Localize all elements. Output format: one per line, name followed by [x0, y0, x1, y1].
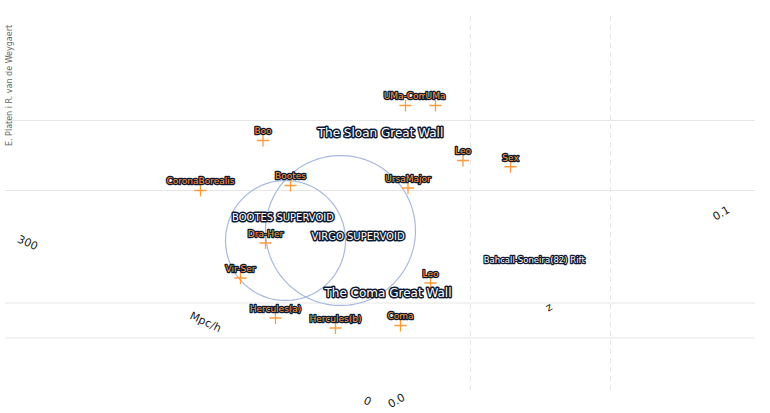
- svg-text:Mpc/h: Mpc/h: [188, 309, 224, 335]
- svg-text:0.0: 0.0: [386, 391, 408, 411]
- svg-text:UMa: UMa: [426, 91, 446, 101]
- svg-text:UrsaMajor: UrsaMajor: [385, 174, 431, 184]
- svg-text:E. Platen i R. van de Weygaert: E. Platen i R. van de Weygaert: [5, 25, 14, 146]
- svg-text:Sex: Sex: [502, 153, 519, 163]
- svg-text:Bahcall-Soneira(82) Rift: Bahcall-Soneira(82) Rift: [484, 255, 586, 265]
- svg-text:UMa-Com: UMa-Com: [384, 91, 428, 101]
- svg-text:Bootes: Bootes: [275, 171, 306, 181]
- svg-text:Dra-Her: Dra-Her: [248, 229, 284, 239]
- svg-text:Boo: Boo: [254, 126, 272, 136]
- svg-text:The Coma Great Wall: The Coma Great Wall: [323, 286, 451, 300]
- svg-text:300: 300: [15, 233, 40, 254]
- svg-text:Vir-Ser: Vir-Ser: [226, 264, 256, 274]
- svg-text:Hercules(b): Hercules(b): [310, 314, 362, 324]
- svg-text:Coma: Coma: [387, 311, 413, 321]
- svg-text:The Sloan Great Wall: The Sloan Great Wall: [317, 126, 444, 140]
- svg-text:z: z: [543, 300, 555, 314]
- svg-text:Hercules(a): Hercules(a): [250, 304, 302, 314]
- svg-text:BOOTES SUPERVOID: BOOTES SUPERVOID: [232, 212, 334, 223]
- svg-text:Leo: Leo: [423, 269, 439, 279]
- svg-text:Leo: Leo: [455, 146, 471, 156]
- svg-text:0.1: 0.1: [710, 203, 732, 223]
- svg-text:0: 0: [362, 394, 374, 409]
- svg-text:VIRGO SUPERVOID: VIRGO SUPERVOID: [311, 231, 404, 242]
- svg-text:CoronaBorealis: CoronaBorealis: [167, 176, 235, 186]
